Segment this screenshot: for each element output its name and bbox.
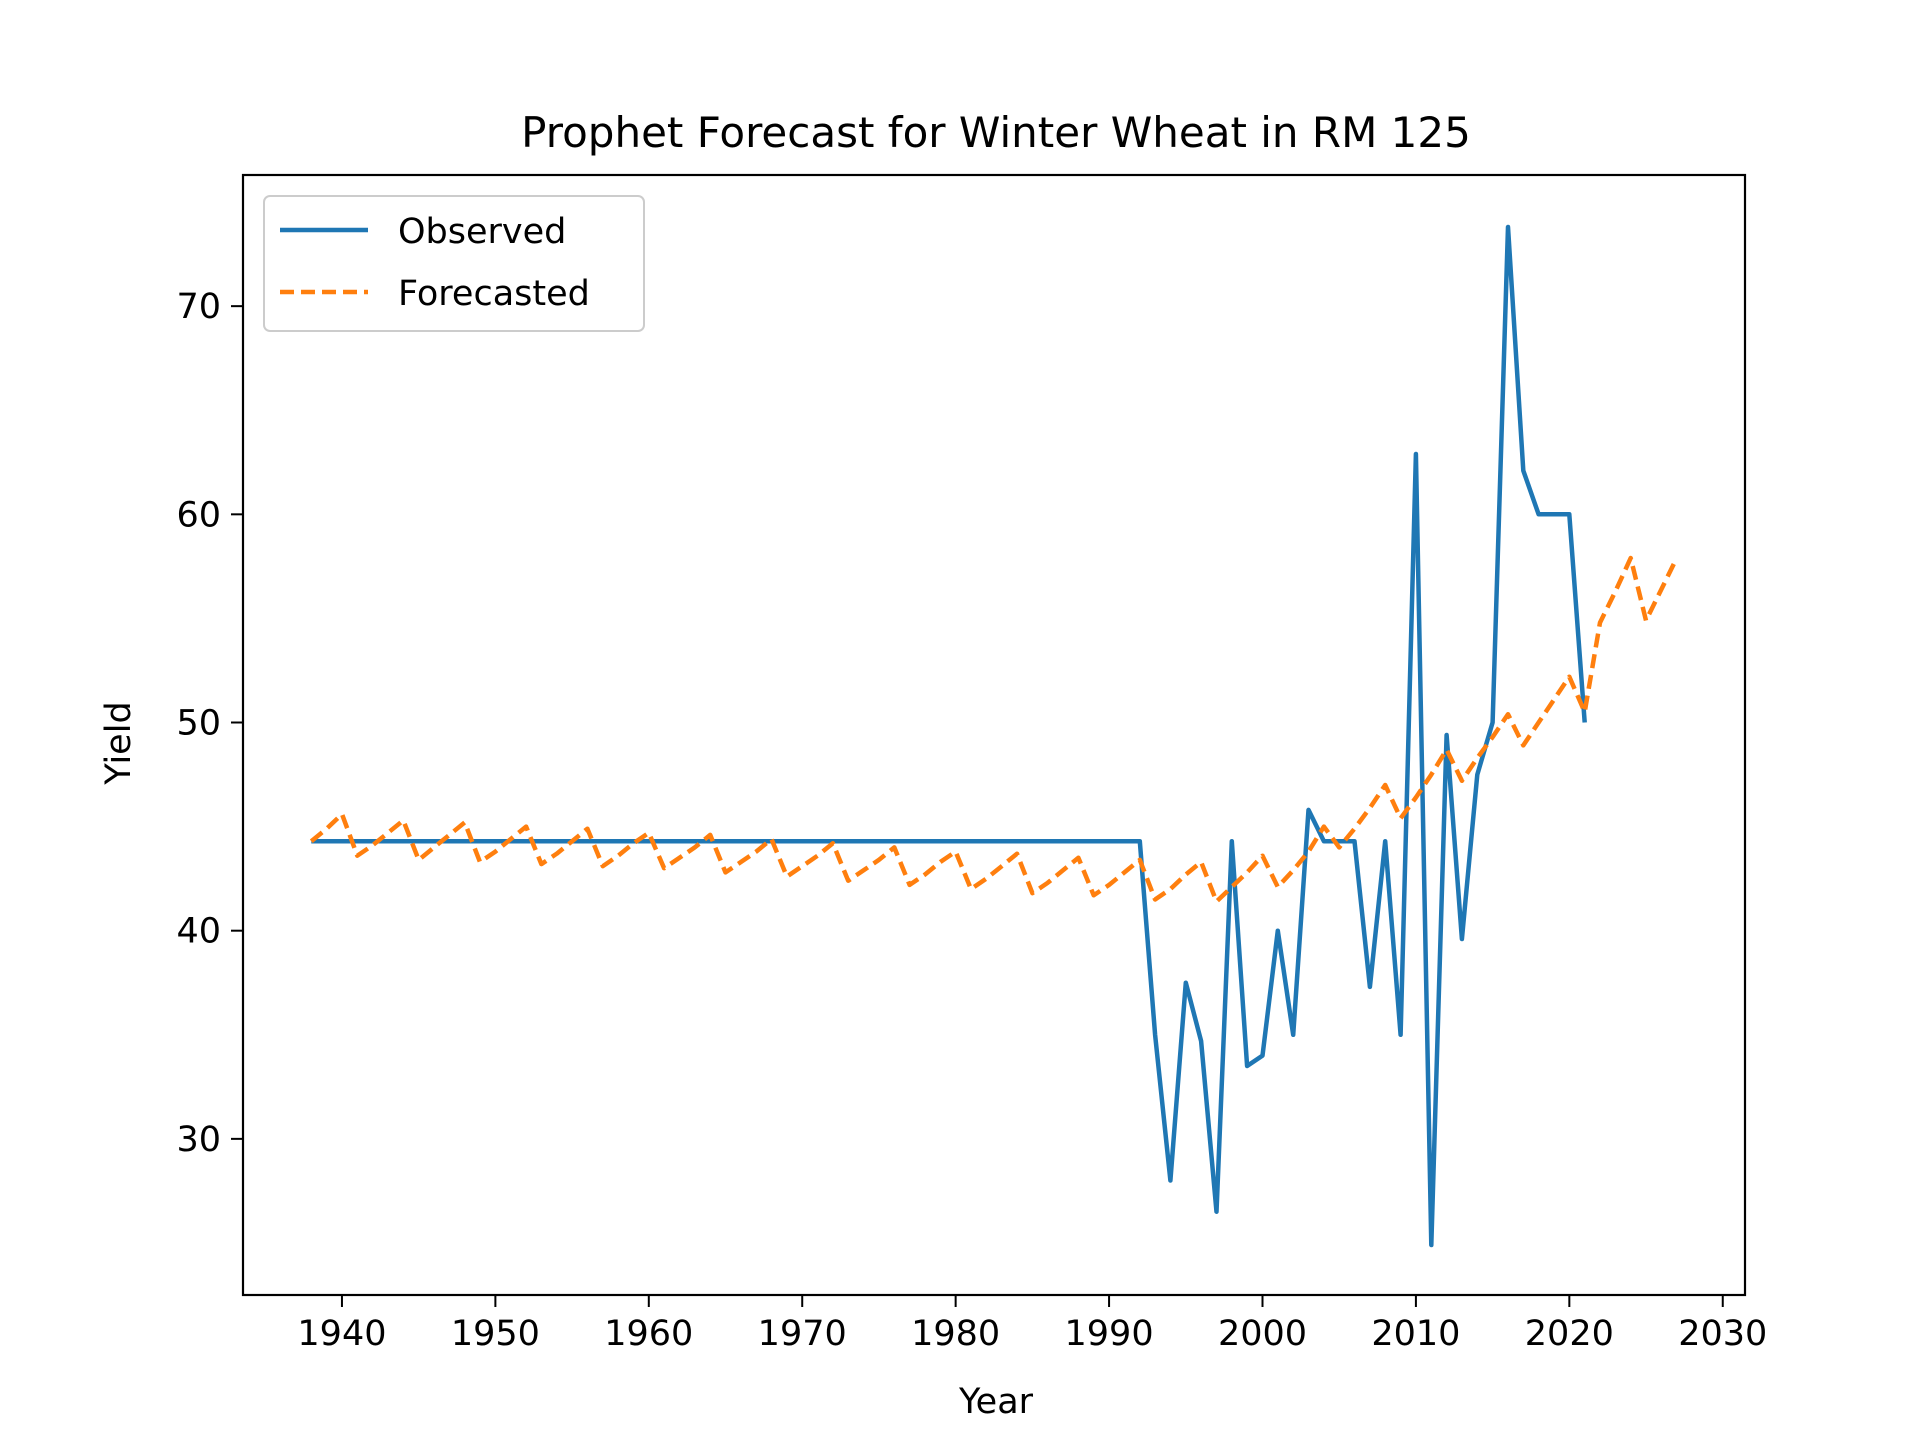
x-axis: 1940 1950 1960 1970 1980 1990 2000 2010 2020 2030 (297, 1295, 1767, 1354)
y-tick-label: 50 (176, 704, 221, 744)
series-line-forecasted (309, 555, 1679, 904)
plot-frame (241, 173, 1747, 1297)
x-tick-label: 1960 (604, 1314, 693, 1354)
y-tick-label: 30 (176, 1120, 221, 1160)
chart-legend: Observed Forecasted (263, 195, 645, 332)
x-tick-label: 1950 (451, 1314, 540, 1354)
x-tick-label: 1980 (911, 1314, 1000, 1354)
y-axis: 30 40 50 60 70 (176, 287, 243, 1160)
x-tick-label: 1990 (1065, 1314, 1154, 1354)
legend-label-observed: Observed (398, 212, 566, 252)
y-axis-title: Yield (99, 701, 139, 785)
y-tick-label: 60 (176, 495, 221, 535)
chart-title: Prophet Forecast for Winter Wheat in RM … (521, 108, 1471, 157)
series-line-observed (311, 224, 1587, 1248)
x-tick-label: 1940 (297, 1314, 386, 1354)
y-tick-label: 70 (176, 287, 221, 327)
y-tick-label: 40 (176, 912, 221, 952)
x-tick-label: 2000 (1218, 1314, 1307, 1354)
x-tick-label: 2030 (1678, 1314, 1767, 1354)
x-axis-title: Year (958, 1382, 1034, 1422)
legend-label-forecasted: Forecasted (398, 274, 590, 314)
plot-area (309, 224, 1679, 1248)
x-tick-label: 2010 (1371, 1314, 1460, 1354)
x-tick-label: 1970 (758, 1314, 847, 1354)
x-tick-label: 2020 (1525, 1314, 1614, 1354)
